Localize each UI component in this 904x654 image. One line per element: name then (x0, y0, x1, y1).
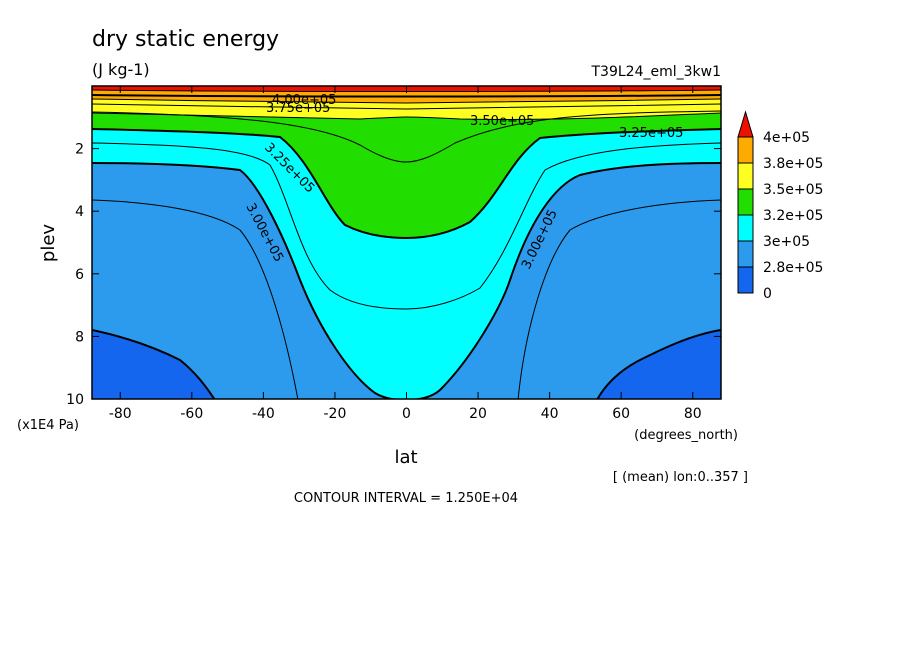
x-tick-label: 80 (684, 406, 702, 422)
x-tick-label: -20 (324, 406, 347, 422)
color-bar-label: 3e+05 (763, 234, 810, 250)
contour-line-337 (92, 110, 721, 163)
run-label: T39L24_eml_3kw1 (591, 64, 722, 80)
band-deep-blue-right (597, 330, 721, 399)
y-axis-label: plev (38, 224, 59, 263)
plot-area: 4.00e+05 3.75e+05 3.50e+05 3.25e+05 3.25… (92, 86, 721, 399)
color-bar-box (737, 214, 754, 242)
contour-label-375: 3.75e+05 (266, 101, 330, 116)
y-tick-label: 6 (75, 267, 84, 283)
color-bar-label: 0 (763, 286, 772, 302)
y-tick-label: 4 (75, 204, 84, 220)
chart-units: (J kg-1) (92, 60, 150, 79)
contour-label-400: 4.00e+05 (272, 93, 336, 108)
band-mid-blue (92, 163, 721, 399)
color-bar-label: 4e+05 (763, 130, 810, 146)
contour-line-275-right (596, 329, 721, 399)
band-deep-blue-left (92, 330, 215, 399)
contour-line-375 (92, 103, 721, 110)
contour-line-362 (92, 112, 721, 120)
color-bar-label: 3.5e+05 (763, 182, 823, 198)
y-tick-label: 2 (75, 142, 84, 158)
x-tick-label: -40 (252, 406, 275, 422)
color-bar-label: 2.8e+05 (763, 260, 823, 276)
contour-line-top (92, 89, 721, 92)
color-bar: 0 2.8e+05 3e+05 3.2e+05 3.5e+05 3.8e+05 4e+05 (737, 110, 823, 302)
color-bar-box (737, 240, 754, 268)
contour-line-287-right (517, 199, 721, 399)
x-axis-units: (degrees_north) (634, 428, 738, 443)
contour-line-287-left (92, 199, 299, 399)
color-bar-box (737, 266, 754, 294)
x-tick-label: 60 (612, 406, 630, 422)
color-bar-label: 3.8e+05 (763, 156, 823, 172)
color-bar-box (737, 136, 754, 164)
contour-line-300 (92, 162, 721, 399)
contour-label-325-right: 3.25e+05 (619, 126, 683, 141)
x-axis: -80 -60 -40 -20 0 20 40 60 80 (109, 86, 702, 422)
x-tick-label: 20 (469, 406, 487, 422)
color-bar-arrow (737, 110, 754, 138)
contour-line-325 (92, 128, 721, 240)
contour-interval: CONTOUR INTERVAL = 1.250E+04 (294, 491, 518, 506)
chart-title: dry static energy (92, 27, 279, 52)
y-axis-units: (x1E4 Pa) (17, 418, 79, 433)
x-tick-label: 40 (541, 406, 559, 422)
x-tick-label: -60 (180, 406, 203, 422)
y-tick-label: 10 (66, 392, 84, 408)
x-axis-label: lat (394, 447, 417, 468)
x-tick-label: -80 (109, 406, 132, 422)
x-tick-label: 0 (402, 406, 411, 422)
reduction-note: [ (mean) lon:0..357 ] (613, 470, 748, 485)
contour-line-312 (92, 142, 721, 310)
color-bar-box (737, 162, 754, 190)
y-tick-label: 8 (75, 329, 84, 345)
color-bar-box (737, 188, 754, 216)
contour-line-275-left (92, 329, 216, 399)
contour-line-top-2 (92, 94, 721, 98)
contour-line-400 (92, 98, 721, 104)
contour-label-350: 3.50e+05 (470, 114, 534, 129)
y-axis: 2 4 6 8 10 (66, 142, 721, 408)
color-bar-label: 3.2e+05 (763, 208, 823, 224)
